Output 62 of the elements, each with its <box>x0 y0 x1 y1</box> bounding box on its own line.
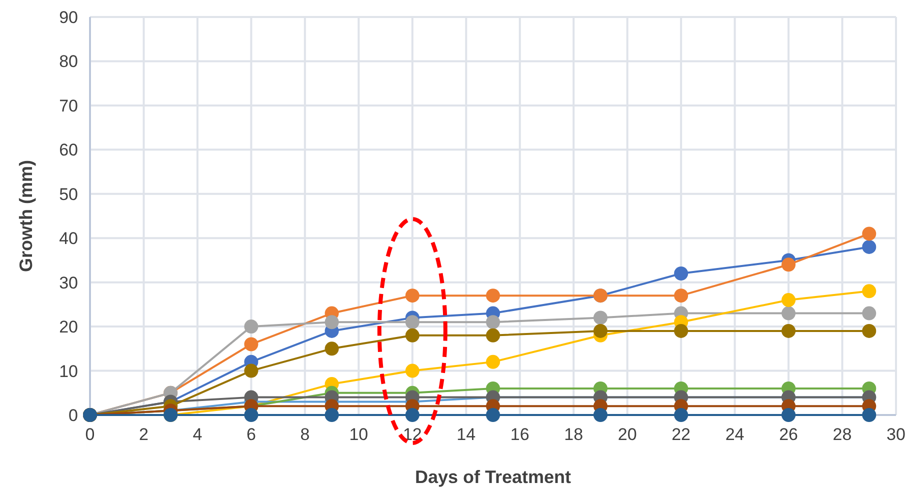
point <box>244 364 258 378</box>
x-axis-title: Days of Treatment <box>414 467 572 487</box>
x-tick-label: 24 <box>725 425 744 444</box>
point <box>244 408 258 422</box>
point <box>486 315 500 330</box>
x-tick-label: 8 <box>300 425 310 444</box>
point <box>244 320 258 334</box>
x-tick-label: 18 <box>564 425 584 444</box>
y-tick-label: 30 <box>59 273 78 292</box>
point <box>405 288 420 303</box>
point <box>593 408 608 422</box>
point <box>782 408 796 422</box>
point <box>862 324 876 338</box>
point <box>674 408 688 422</box>
point <box>674 324 688 338</box>
point <box>593 324 608 338</box>
point <box>405 328 420 342</box>
x-tick-label: 30 <box>886 425 906 444</box>
point <box>486 288 500 303</box>
x-tick-label: 20 <box>618 425 637 444</box>
point <box>324 342 339 356</box>
x-tick-label: 6 <box>246 425 256 444</box>
point <box>486 354 500 369</box>
x-tick-label: 26 <box>779 425 798 444</box>
x-tick-label: 4 <box>192 425 202 444</box>
point <box>674 288 688 303</box>
point <box>862 284 876 298</box>
point <box>782 293 796 308</box>
x-tick-label: 0 <box>85 425 95 444</box>
point <box>862 306 876 320</box>
y-tick-label: 60 <box>59 140 78 160</box>
point <box>782 258 796 272</box>
point <box>862 226 876 241</box>
point <box>862 408 876 422</box>
point <box>244 337 258 352</box>
x-tick-label: 28 <box>832 425 852 444</box>
x-tick-label: 16 <box>510 425 530 444</box>
point <box>674 266 688 280</box>
y-axis-title: Growth (mm) <box>16 160 36 272</box>
y-tick-label: 70 <box>59 96 78 116</box>
y-tick-label: 20 <box>59 318 78 337</box>
point <box>324 315 339 330</box>
x-tick-label: 10 <box>349 425 368 444</box>
x-tick-label: 14 <box>456 425 476 444</box>
y-tick-label: 90 <box>59 8 78 27</box>
point <box>782 306 796 320</box>
point <box>405 364 420 378</box>
y-tick-label: 80 <box>59 52 78 72</box>
point <box>862 240 876 254</box>
point <box>405 408 420 422</box>
point <box>324 408 339 422</box>
y-tick-label: 10 <box>59 362 78 381</box>
x-tick-label: 2 <box>139 425 148 444</box>
y-tick-label: 40 <box>59 229 78 248</box>
x-tick-label: 22 <box>672 425 691 444</box>
point <box>486 408 500 422</box>
point <box>405 315 420 330</box>
y-tick-label: 0 <box>68 406 78 425</box>
y-tick-label: 50 <box>59 184 78 204</box>
point <box>593 310 608 325</box>
point <box>486 328 500 342</box>
point <box>782 324 796 338</box>
